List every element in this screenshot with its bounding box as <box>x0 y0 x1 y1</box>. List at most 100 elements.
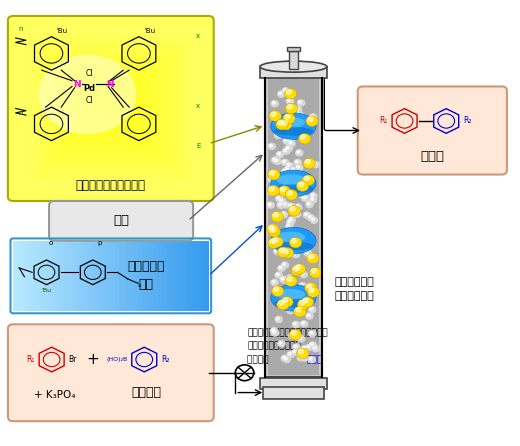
Circle shape <box>281 355 289 361</box>
Circle shape <box>307 345 310 348</box>
Circle shape <box>282 277 290 283</box>
Circle shape <box>274 248 281 255</box>
Bar <box>177 241 181 311</box>
Circle shape <box>302 346 309 352</box>
Text: もしくは: もしくは <box>247 355 271 364</box>
Bar <box>68 241 72 311</box>
Circle shape <box>282 250 285 252</box>
Circle shape <box>305 213 307 215</box>
Circle shape <box>267 202 274 208</box>
Bar <box>131 241 134 311</box>
FancyBboxPatch shape <box>88 88 134 129</box>
Bar <box>260 66 327 78</box>
Ellipse shape <box>271 227 316 254</box>
Circle shape <box>291 183 298 190</box>
Text: x: x <box>196 33 200 39</box>
Circle shape <box>288 138 291 140</box>
Circle shape <box>298 133 311 144</box>
Circle shape <box>291 265 304 276</box>
Circle shape <box>273 238 278 242</box>
Circle shape <box>300 237 303 240</box>
Text: (HO)₂B: (HO)₂B <box>106 357 127 362</box>
Circle shape <box>295 265 301 269</box>
Circle shape <box>309 114 317 120</box>
Circle shape <box>282 88 290 94</box>
Bar <box>13 241 17 311</box>
Bar <box>72 241 75 311</box>
Circle shape <box>287 70 290 73</box>
Bar <box>165 241 170 311</box>
FancyBboxPatch shape <box>38 43 184 174</box>
Circle shape <box>285 168 288 170</box>
Bar <box>115 241 119 311</box>
Circle shape <box>301 273 304 275</box>
Bar <box>162 241 165 311</box>
Circle shape <box>285 145 292 152</box>
Circle shape <box>300 115 307 121</box>
Circle shape <box>283 169 285 172</box>
Bar <box>263 387 324 399</box>
Circle shape <box>279 125 282 128</box>
Circle shape <box>285 241 292 247</box>
Circle shape <box>267 189 275 195</box>
Text: R₁: R₁ <box>379 116 387 125</box>
FancyBboxPatch shape <box>84 84 138 133</box>
Circle shape <box>290 71 293 74</box>
Circle shape <box>272 119 279 125</box>
Text: E: E <box>196 143 200 149</box>
Circle shape <box>301 297 314 307</box>
Bar <box>138 241 142 311</box>
Circle shape <box>268 190 271 193</box>
Text: 'Bu: 'Bu <box>57 29 68 34</box>
Circle shape <box>287 242 289 244</box>
Circle shape <box>278 91 285 97</box>
Circle shape <box>301 242 304 244</box>
Circle shape <box>289 70 296 76</box>
Text: 高分子パラジウム触媒: 高分子パラジウム触媒 <box>76 179 146 192</box>
Circle shape <box>286 146 289 149</box>
Circle shape <box>281 72 288 78</box>
Circle shape <box>283 89 287 91</box>
Circle shape <box>278 120 283 125</box>
Circle shape <box>281 244 289 250</box>
Circle shape <box>284 139 287 141</box>
Circle shape <box>274 120 276 122</box>
Circle shape <box>290 207 295 211</box>
Circle shape <box>302 356 305 358</box>
Circle shape <box>282 169 289 175</box>
Circle shape <box>311 268 317 273</box>
Ellipse shape <box>274 127 313 136</box>
Circle shape <box>300 272 307 278</box>
Circle shape <box>276 273 279 276</box>
Bar <box>201 241 205 311</box>
Circle shape <box>287 164 290 166</box>
Text: N: N <box>73 80 81 89</box>
Circle shape <box>296 107 298 110</box>
Bar <box>126 241 131 311</box>
Circle shape <box>294 322 296 325</box>
Ellipse shape <box>277 231 305 243</box>
Circle shape <box>301 321 308 327</box>
Circle shape <box>287 104 292 109</box>
Circle shape <box>294 334 297 336</box>
Circle shape <box>281 179 284 182</box>
Circle shape <box>287 137 294 143</box>
Circle shape <box>307 314 310 316</box>
Circle shape <box>286 69 293 75</box>
Circle shape <box>283 138 290 144</box>
Bar <box>146 241 150 311</box>
Text: 反応溶媒：テトラヒドロフラン・: 反応溶媒：テトラヒドロフラン・ <box>247 329 328 338</box>
Circle shape <box>289 124 295 130</box>
Bar <box>25 241 29 311</box>
Circle shape <box>280 120 292 130</box>
Circle shape <box>299 193 302 195</box>
Ellipse shape <box>271 113 316 139</box>
Circle shape <box>297 100 305 106</box>
Text: 'Bu: 'Bu <box>144 29 155 34</box>
FancyBboxPatch shape <box>67 69 154 148</box>
Circle shape <box>269 187 275 191</box>
Circle shape <box>281 159 289 165</box>
Circle shape <box>297 67 304 73</box>
Circle shape <box>269 145 272 147</box>
Bar <box>21 241 25 311</box>
